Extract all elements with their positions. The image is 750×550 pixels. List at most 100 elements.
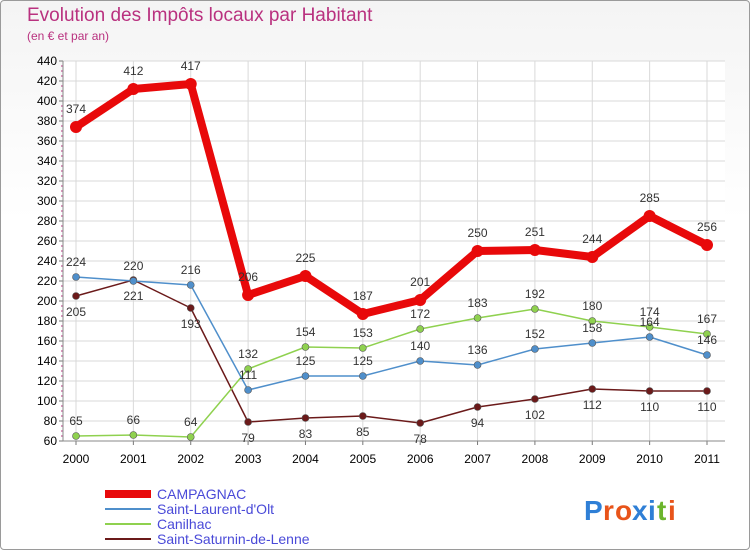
- data-point: [588, 385, 597, 393]
- data-point: [359, 412, 367, 420]
- data-label: 66: [127, 413, 141, 427]
- data-point: [129, 277, 138, 285]
- data-point: [186, 304, 195, 312]
- data-label: 102: [525, 408, 545, 422]
- data-point: [186, 281, 195, 289]
- data-label: 183: [468, 296, 488, 310]
- x-tick-label: 2011: [694, 452, 720, 466]
- data-label: 174: [640, 305, 660, 319]
- data-point: [586, 251, 599, 263]
- data-point: [588, 317, 597, 325]
- legend-label: Saint-Laurent-d'Olt: [157, 501, 274, 517]
- brand-letter: P: [584, 495, 603, 526]
- chart-title: Evolution des Impôts locaux par Habitant: [27, 5, 373, 26]
- y-tick-label: 340: [37, 154, 57, 168]
- data-point: [703, 387, 711, 395]
- y-tick-label: 120: [37, 374, 57, 388]
- data-point: [129, 431, 138, 439]
- data-point: [528, 244, 541, 256]
- data-label: 225: [295, 251, 315, 265]
- data-point: [72, 273, 80, 281]
- data-label: 205: [66, 305, 86, 319]
- data-point: [72, 292, 80, 300]
- y-tick-label: 300: [37, 194, 57, 208]
- data-label: 152: [525, 327, 545, 341]
- x-tick-label: 2002: [177, 452, 204, 466]
- data-point: [473, 314, 482, 322]
- data-label: 187: [353, 289, 373, 303]
- data-point: [473, 403, 482, 411]
- y-tick-label: 400: [37, 94, 57, 108]
- y-tick-label: 320: [37, 174, 57, 188]
- x-tick-label: 2009: [579, 452, 606, 466]
- data-label: 146: [697, 333, 717, 347]
- x-tick-label: 2004: [292, 452, 319, 466]
- data-point: [244, 418, 252, 426]
- data-label: 78: [414, 432, 428, 446]
- plot-area: [63, 61, 725, 441]
- x-tick-label: 2005: [349, 452, 376, 466]
- data-point: [301, 372, 310, 380]
- data-label: 220: [123, 259, 143, 273]
- data-point: [531, 345, 539, 353]
- data-point: [645, 333, 654, 341]
- data-label: 172: [410, 307, 430, 321]
- y-tick-label: 140: [37, 354, 57, 368]
- data-point: [416, 325, 424, 333]
- series-line-Saint-Saturnin-de-Lenne: [75, 279, 707, 424]
- data-label: 112: [583, 398, 602, 412]
- y-tick-label: 180: [37, 314, 57, 328]
- x-tick-label: 2003: [235, 452, 262, 466]
- data-label: 83: [299, 427, 313, 441]
- data-label: 125: [295, 354, 315, 368]
- data-label: 256: [697, 220, 717, 234]
- data-label: 417: [181, 59, 201, 73]
- data-point: [703, 351, 711, 359]
- x-tick-label: 2006: [407, 452, 434, 466]
- y-tick-label: 220: [37, 274, 57, 288]
- data-label: 192: [525, 287, 545, 301]
- data-label: 250: [468, 226, 488, 240]
- data-label: 94: [471, 416, 485, 430]
- data-label: 154: [295, 325, 315, 339]
- data-label: 244: [582, 232, 602, 246]
- series-line-Saint-Laurent-d'Olt: [75, 276, 708, 391]
- data-point: [184, 78, 197, 90]
- data-point: [701, 239, 713, 251]
- y-tick-label: 160: [37, 334, 57, 348]
- data-point: [359, 372, 367, 380]
- data-label: 221: [123, 289, 143, 303]
- data-point: [645, 387, 654, 395]
- brand-letter: t: [657, 495, 666, 526]
- data-label: 65: [69, 414, 83, 428]
- series-line-Canilhac: [75, 308, 708, 438]
- data-point: [301, 414, 310, 422]
- y-tick-label: 380: [37, 114, 57, 128]
- data-point: [473, 361, 482, 369]
- data-point: [703, 330, 711, 338]
- data-label: 167: [697, 312, 717, 326]
- brand-letter: x: [632, 495, 648, 526]
- data-label: 111: [239, 368, 258, 382]
- data-label: 374: [66, 102, 86, 116]
- data-label: 180: [582, 299, 602, 313]
- brand-letter: r: [603, 495, 614, 526]
- brand-letter: i: [668, 495, 676, 526]
- data-label: 216: [181, 263, 201, 277]
- data-label: 158: [582, 321, 602, 335]
- data-label: 224: [66, 255, 86, 269]
- data-point: [356, 308, 369, 320]
- brand-letter: i: [648, 495, 656, 526]
- y-tick-label: 420: [37, 74, 57, 88]
- y-tick-label: 440: [37, 54, 57, 68]
- data-point: [531, 305, 539, 313]
- legend-label: CAMPAGNAC: [157, 486, 246, 502]
- data-label: 412: [123, 64, 143, 78]
- brand-letter: o: [615, 495, 632, 526]
- data-point: [643, 210, 656, 222]
- data-label: 251: [525, 225, 545, 239]
- y-tick-label: 240: [37, 254, 57, 268]
- data-point: [531, 395, 539, 403]
- data-point: [588, 339, 597, 347]
